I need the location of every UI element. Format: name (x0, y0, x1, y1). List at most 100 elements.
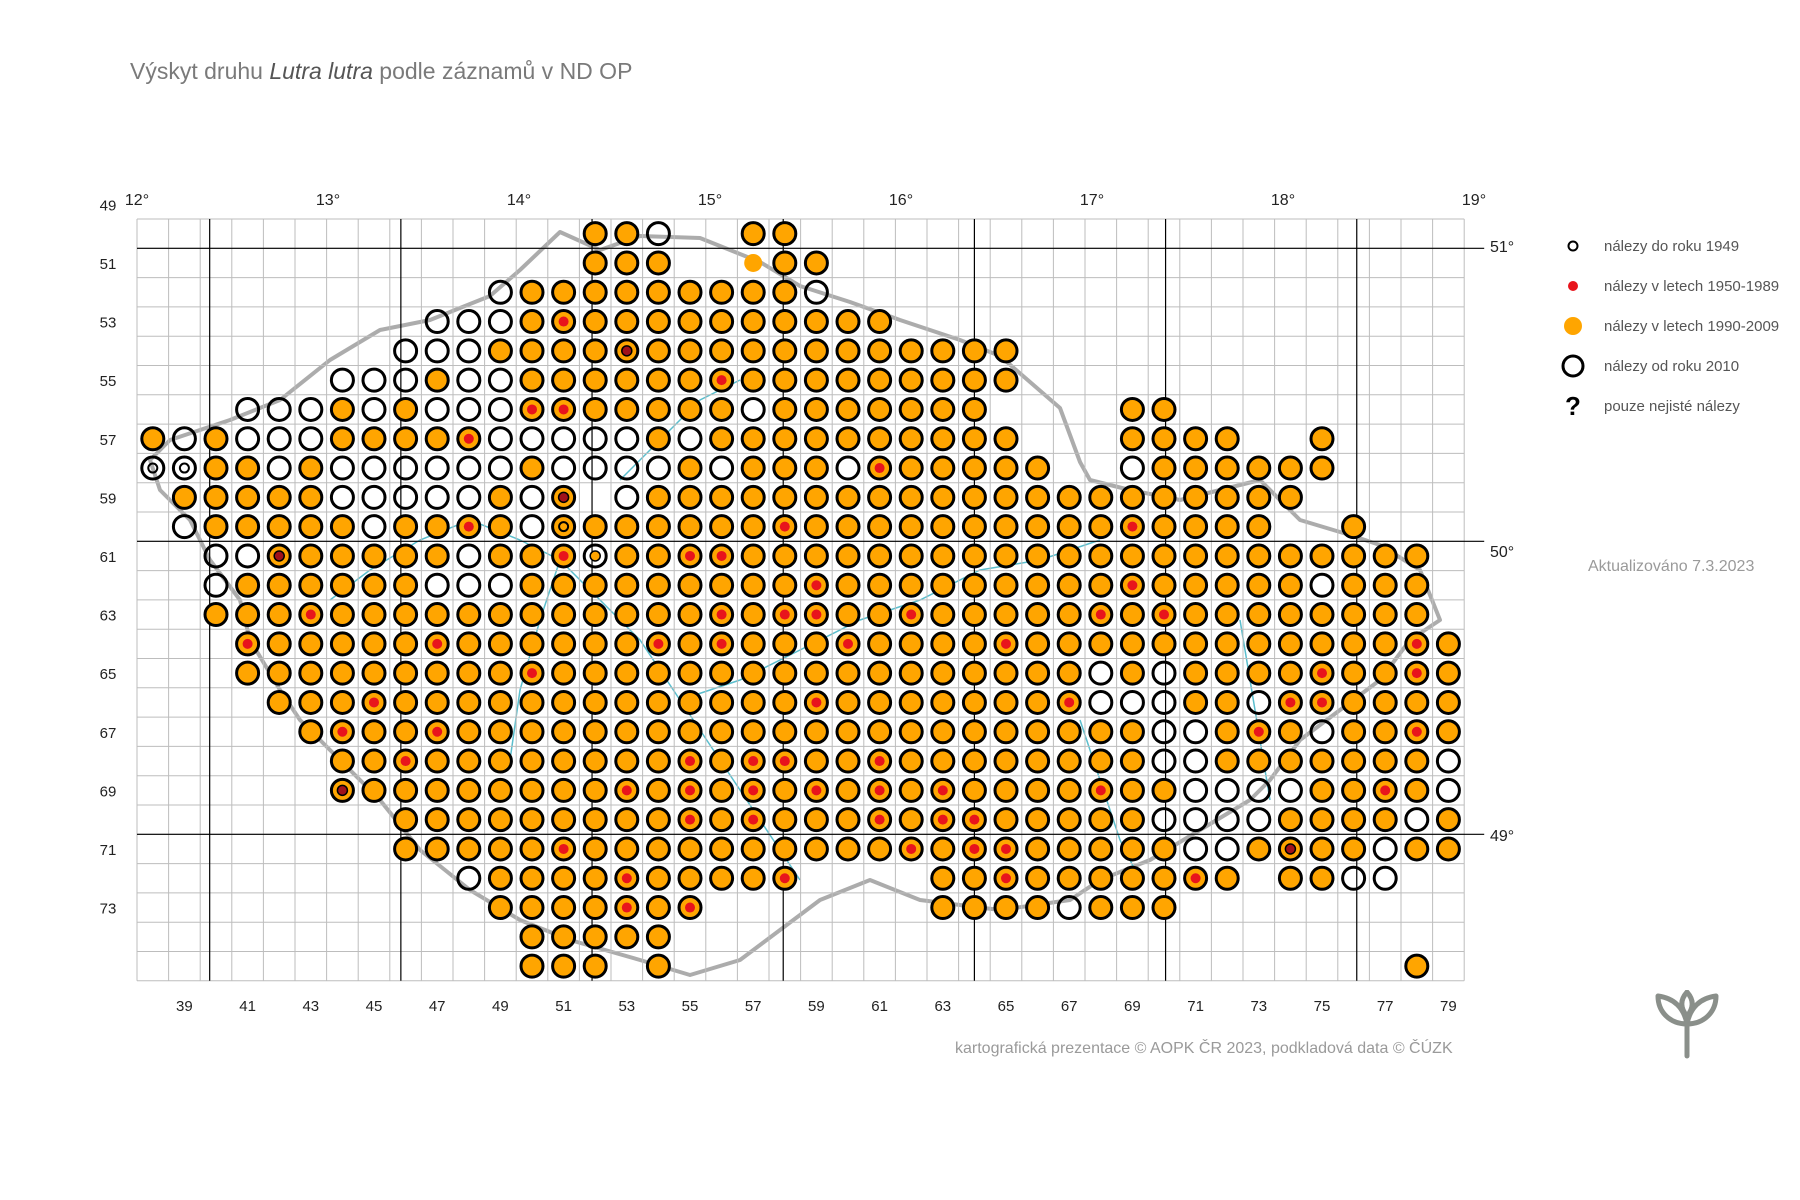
black-ring (1341, 807, 1367, 833)
orange-disc (1216, 720, 1239, 743)
occurrence-cell (424, 836, 450, 862)
black-ring (393, 455, 419, 481)
occurrence-cell (551, 895, 577, 921)
occurrence-cell (1119, 543, 1145, 569)
occurrence-cell (551, 631, 577, 657)
orange-disc (1342, 632, 1365, 655)
black-ring (424, 572, 450, 598)
black-ring (867, 426, 893, 452)
orange-disc (584, 281, 607, 304)
occurrence-cell (519, 660, 545, 686)
black-ring (1088, 602, 1114, 628)
orange-disc (584, 369, 607, 392)
orange-disc (552, 369, 575, 392)
red-dot (1001, 843, 1011, 854)
occurrence-cell (772, 338, 798, 364)
occurrence-cell (835, 484, 861, 510)
orange-disc (1184, 544, 1207, 567)
occurrence-cell (1372, 689, 1398, 715)
orange-disc (931, 457, 954, 480)
black-ring (867, 777, 893, 803)
occurrence-cell (487, 543, 513, 569)
occurrence-cell (740, 572, 766, 598)
black-ring (1056, 514, 1082, 540)
occurrence-cell (582, 514, 608, 540)
orange-disc (394, 837, 417, 860)
black-ring (677, 836, 703, 862)
orange-disc (1437, 837, 1460, 860)
occurrence-cell (993, 719, 1019, 745)
occurrence-cell (1246, 602, 1272, 628)
occurrence-cell (1151, 602, 1177, 628)
latitude-label: 49° (1490, 828, 1514, 845)
occurrence-cell (867, 572, 893, 598)
occurrence-cell (772, 279, 798, 305)
black-ring (961, 338, 987, 364)
occurrence-cell (898, 484, 924, 510)
orange-disc (931, 750, 954, 773)
column-label: 47 (429, 998, 446, 1015)
occurrence-cell (835, 367, 861, 393)
occurrence-cell (677, 631, 703, 657)
orange-disc (931, 837, 954, 860)
occurrence-cell (740, 367, 766, 393)
occurrence-cell (772, 221, 798, 247)
occurrence-cell (1088, 631, 1114, 657)
occurrence-cell (424, 426, 450, 452)
orange-disc (995, 369, 1017, 392)
black-ring (329, 748, 355, 774)
red-dot (937, 814, 948, 825)
red-dot (906, 609, 917, 620)
orange-disc (931, 544, 954, 567)
orange-disc (299, 515, 322, 538)
orange-disc (426, 427, 449, 450)
black-ring (898, 689, 924, 715)
occurrence-cell (772, 631, 798, 657)
black-ring (1404, 748, 1430, 774)
orange-disc (394, 808, 417, 831)
black-ring (740, 543, 766, 569)
orange-disc (489, 808, 512, 831)
black-ring (1183, 777, 1209, 803)
occurrence-cell (1404, 543, 1430, 569)
orange-disc (426, 750, 449, 773)
black-ring (487, 484, 513, 510)
orange-disc (742, 603, 765, 626)
black-ring (551, 865, 577, 891)
orange-disc (1153, 427, 1175, 450)
occurrence-cell (582, 953, 608, 979)
orange-disc (584, 515, 607, 538)
orange-disc (868, 691, 891, 714)
occurrence-cell (456, 484, 482, 510)
black-ring (677, 865, 703, 891)
occurrence-cell (235, 572, 261, 598)
black-ring (424, 426, 450, 452)
black-ring (898, 807, 924, 833)
orange-disc (900, 486, 923, 509)
black-ring (487, 367, 513, 393)
orange-disc (1216, 603, 1239, 626)
occurrence-cell (582, 689, 608, 715)
orange-disc (615, 691, 638, 714)
occurrence-cell (1214, 660, 1240, 686)
occurrence-cell (709, 514, 735, 540)
black-ring (1025, 807, 1051, 833)
black-ring (266, 396, 292, 422)
occurrence-cell (519, 309, 545, 335)
black-ring (1088, 514, 1114, 540)
occurrence-cell (961, 338, 987, 364)
orange-disc (963, 398, 986, 421)
black-ring (1056, 572, 1082, 598)
orange-disc (1216, 457, 1239, 480)
black-ring (1214, 719, 1240, 745)
orange-disc (1374, 691, 1397, 714)
orange-disc (141, 427, 164, 450)
occurrence-cell (1025, 543, 1051, 569)
red-dot (369, 697, 379, 708)
orange-disc (837, 310, 859, 333)
occurrence-cell (1214, 602, 1240, 628)
occurrence-cell (993, 543, 1019, 569)
occurrence-cell (235, 455, 261, 481)
orange-disc (805, 808, 828, 831)
black-ring (1309, 572, 1335, 598)
